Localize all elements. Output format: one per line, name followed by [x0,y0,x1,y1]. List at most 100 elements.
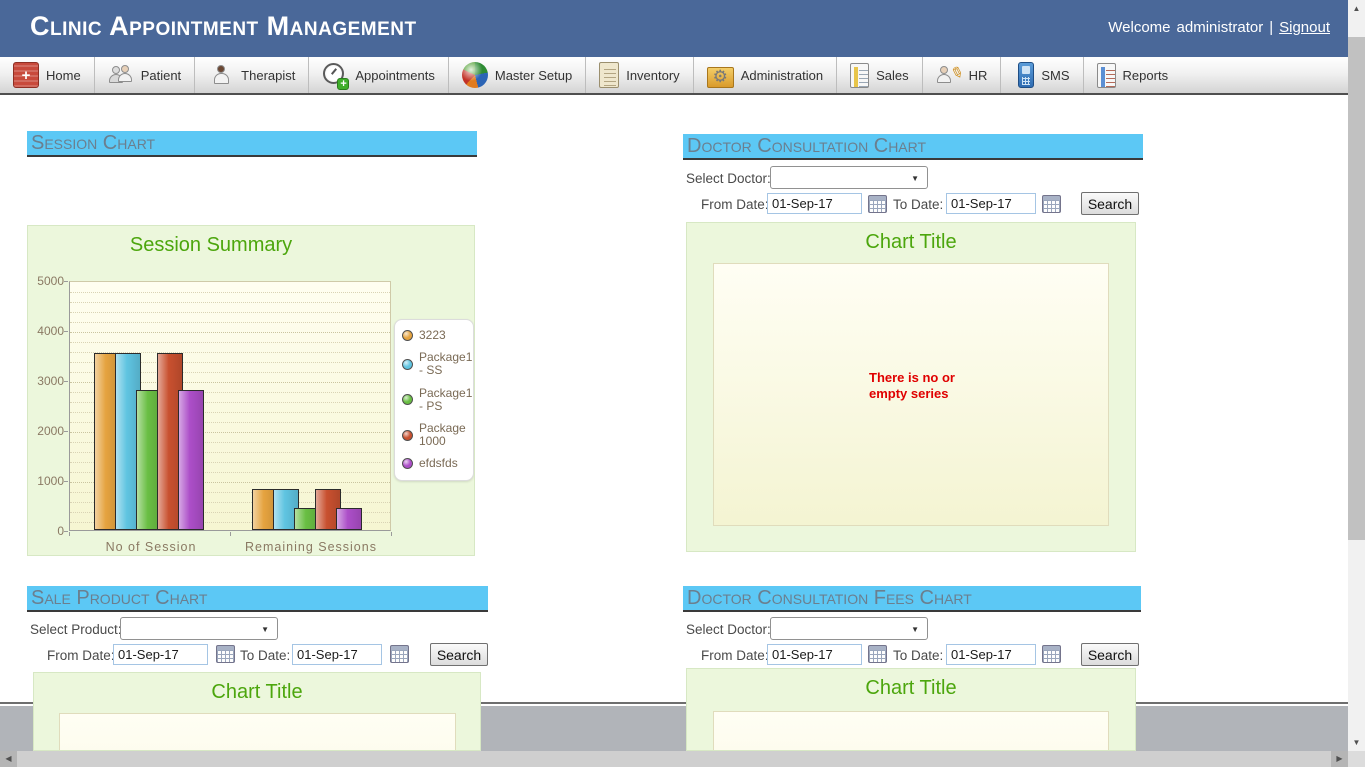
nav-item-administration[interactable]: ⚙ Administration [692,57,836,93]
chevron-down-icon: ▼ [911,625,919,634]
select-doctor-label: Select Doctor: [686,622,771,637]
x-axis-tick [69,532,70,536]
nav-item-appointments[interactable]: + Appointments [308,57,448,93]
legend-color-dot [402,458,413,470]
session-chart-title: Session Summary [129,234,293,256]
doctor-consultation-panel: Chart Title There is no or empty series [686,222,1136,552]
y-axis-label: 4000 [37,324,64,338]
to-date-input[interactable] [946,644,1036,665]
calendar-icon[interactable] [1042,195,1061,213]
calendar-icon[interactable] [868,195,887,213]
search-button[interactable]: Search [1081,643,1139,666]
nav-item-inventory[interactable]: Inventory [585,57,692,93]
empty-plot-area [713,711,1109,750]
scroll-right-arrow[interactable]: ▶ [1336,754,1343,763]
y-axis-tick [64,381,68,382]
select-doctor-label: Select Doctor: [686,171,771,186]
calendar-icon[interactable] [1042,645,1061,663]
y-axis-label: 3000 [37,374,64,388]
sales-pad-icon [850,62,870,88]
legend-item: Package1 - PS [402,386,472,413]
category-label: Remaining Sessions [245,540,377,554]
chart-title: Chart Title [865,677,957,699]
welcome-label: Welcome [1108,19,1171,36]
horizontal-scrollbar[interactable]: ◀ ▶ [0,751,1348,767]
clock-plus-icon: + [322,62,350,90]
gridline [70,492,390,493]
legend-label: Package1 - SS [419,350,473,378]
from-date-input[interactable] [767,644,862,665]
horizontal-scroll-thumb[interactable] [17,751,1331,767]
username: administrator [1176,19,1264,36]
legend-color-dot [402,358,413,370]
from-date-label: From Date: [47,648,115,663]
legend-label: 3223 [419,328,446,342]
vertical-scrollbar[interactable]: ▲ ▼ [1348,0,1365,751]
nav-item-therapist[interactable]: Therapist [194,57,308,93]
nav-item-sms[interactable]: SMS [1000,57,1082,93]
from-date-input[interactable] [113,644,208,665]
to-date-input[interactable] [292,644,382,665]
from-date-label: From Date: [701,197,769,212]
therapist-icon [208,62,234,88]
legend-label: efdsfds [419,456,458,471]
nav-item-master-setup[interactable]: Master Setup [447,57,585,93]
gridline [70,482,390,483]
gridline [70,432,390,433]
color-sphere-icon [461,62,488,88]
signout-link[interactable]: Signout [1279,19,1330,36]
notepad-icon [599,62,620,88]
nav-item-reports[interactable]: Reports [1082,57,1182,93]
x-axis-tick [391,532,392,536]
vertical-scroll-thumb[interactable] [1348,37,1365,540]
gridline [70,512,390,513]
welcome-area: Welcome administrator | Signout [1102,19,1330,36]
calendar-icon[interactable] [868,645,887,663]
nav-item-sales[interactable]: Sales [836,57,922,93]
report-pad-icon [1096,62,1116,88]
search-button[interactable]: Search [1081,192,1139,215]
select-doctor-dropdown[interactable]: ▼ [770,617,928,640]
gear-folder-icon: ⚙ [706,66,734,88]
legend-color-dot [402,330,413,342]
gridline [70,472,390,473]
gridline [70,312,390,313]
select-doctor-dropdown[interactable]: ▼ [770,166,928,189]
y-axis-tick [64,481,68,482]
fees-panel: Chart Title [686,668,1136,751]
gridline [70,392,390,393]
calendar-icon[interactable] [390,645,409,663]
to-date-input[interactable] [946,193,1036,214]
to-date-label: To Date: [240,648,291,663]
hospital-icon: + [13,62,39,88]
nav-item-patient[interactable]: Patient [93,57,194,93]
legend-color-dot [402,429,413,441]
divider: | [1269,19,1274,36]
session-plot [69,281,391,531]
x-axis-tick [230,532,231,536]
y-axis-label: 0 [57,524,64,538]
nav-item-home[interactable]: + Home [0,57,94,93]
nav-item-hr[interactable]: ✎ HR [921,57,1001,93]
from-date-label: From Date: [701,648,769,663]
scroll-up-arrow[interactable]: ▲ [1352,4,1361,13]
bar [178,390,204,530]
category-label: No of Session [105,540,197,554]
calendar-icon[interactable] [216,645,235,663]
search-button[interactable]: Search [430,643,488,666]
session-legend: 3223 Package1 - SS Package1 - PS Package 10… [394,319,474,481]
from-date-input[interactable] [767,193,862,214]
scroll-down-arrow[interactable]: ▼ [1352,738,1361,747]
select-product-dropdown[interactable]: ▼ [120,617,278,640]
y-axis-tick [64,531,68,532]
fees-chart-header: Doctor Consultation Fees Chart [683,586,1141,612]
scroll-left-arrow[interactable]: ◀ [5,754,12,763]
y-axis-label: 1000 [37,474,64,488]
chart-title: Chart Title [865,231,957,253]
gridline [70,322,390,323]
gridline [70,292,390,293]
gridline [70,412,390,413]
bar [336,507,362,530]
session-summary-panel: Session Summary 3223 Package1 - SS Package… [27,225,475,556]
